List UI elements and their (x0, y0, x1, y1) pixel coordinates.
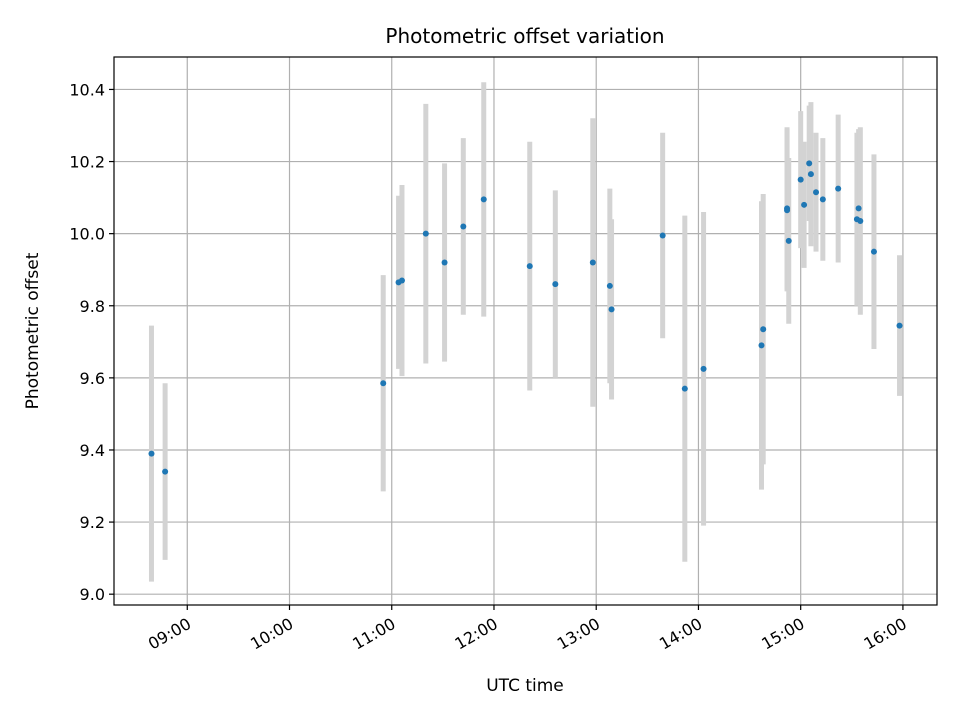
data-point (870, 248, 877, 255)
data-point (608, 306, 615, 313)
data-point (784, 207, 791, 214)
data-point (552, 281, 559, 288)
data-point (797, 176, 804, 183)
data-point (807, 171, 814, 178)
data-point (700, 365, 707, 372)
data-point (806, 160, 813, 167)
y-tick-label: 9.8 (80, 297, 105, 316)
chart-title: Photometric offset variation (385, 24, 664, 48)
y-tick-label: 9.4 (80, 441, 105, 460)
data-point (441, 259, 448, 266)
data-point (857, 218, 864, 225)
data-point (835, 185, 842, 192)
data-point (785, 237, 792, 244)
data-point (422, 230, 429, 237)
data-point (760, 326, 767, 333)
data-points (148, 160, 903, 475)
data-point (148, 450, 155, 457)
data-point (855, 205, 862, 212)
plot-frame (113, 56, 938, 606)
data-point (460, 223, 467, 230)
data-point (606, 282, 613, 289)
y-tick-label: 9.0 (80, 585, 105, 604)
data-point (819, 196, 826, 203)
data-point (398, 277, 405, 284)
data-point (526, 263, 533, 270)
data-point (589, 259, 596, 266)
data-point (813, 189, 820, 196)
x-axis-title: UTC time (486, 676, 564, 696)
y-axis-title: Photometric offset (23, 252, 43, 409)
data-point (480, 196, 487, 203)
data-point (681, 385, 688, 392)
y-axis: 9.0 9.2 9.4 9.6 9.8 10.0 10.2 10.4 (69, 80, 114, 604)
data-point (162, 468, 169, 475)
data-point (659, 232, 666, 239)
data-point (758, 342, 765, 349)
y-tick-label: 10.2 (69, 153, 105, 172)
data-point (896, 322, 903, 329)
y-tick-label: 10.0 (69, 225, 105, 244)
data-point (380, 380, 387, 387)
y-tick-label: 9.2 (80, 513, 105, 532)
y-tick-label: 10.4 (69, 80, 105, 99)
y-tick-label: 9.6 (80, 369, 105, 388)
data-point (801, 201, 808, 208)
